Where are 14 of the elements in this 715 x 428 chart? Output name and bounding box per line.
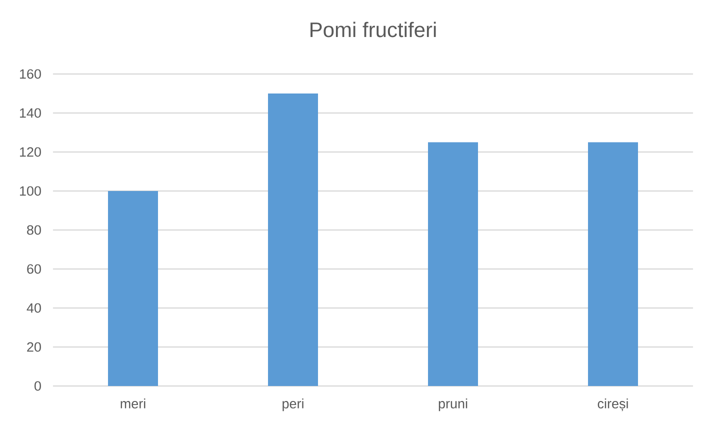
y-tick-label: 40 [26, 303, 41, 313]
y-tick-label: 120 [20, 147, 41, 157]
x-tick-label: pruni [438, 398, 468, 412]
x-tick-label: peri [282, 398, 304, 412]
y-tick-label: 100 [20, 186, 41, 196]
y-tick-label: 0 [34, 381, 41, 391]
y-tick-label: 160 [20, 69, 41, 79]
x-tick-label: meri [120, 398, 146, 408]
y-tick-label: 60 [27, 264, 41, 274]
x-tick-label: cireși [598, 398, 628, 412]
y-tick-label: 140 [20, 108, 41, 118]
y-tick-label: 20 [27, 342, 41, 352]
y-tick-label: 80 [27, 225, 41, 235]
chart-title: Pomi fructiferi [310, 22, 436, 38]
